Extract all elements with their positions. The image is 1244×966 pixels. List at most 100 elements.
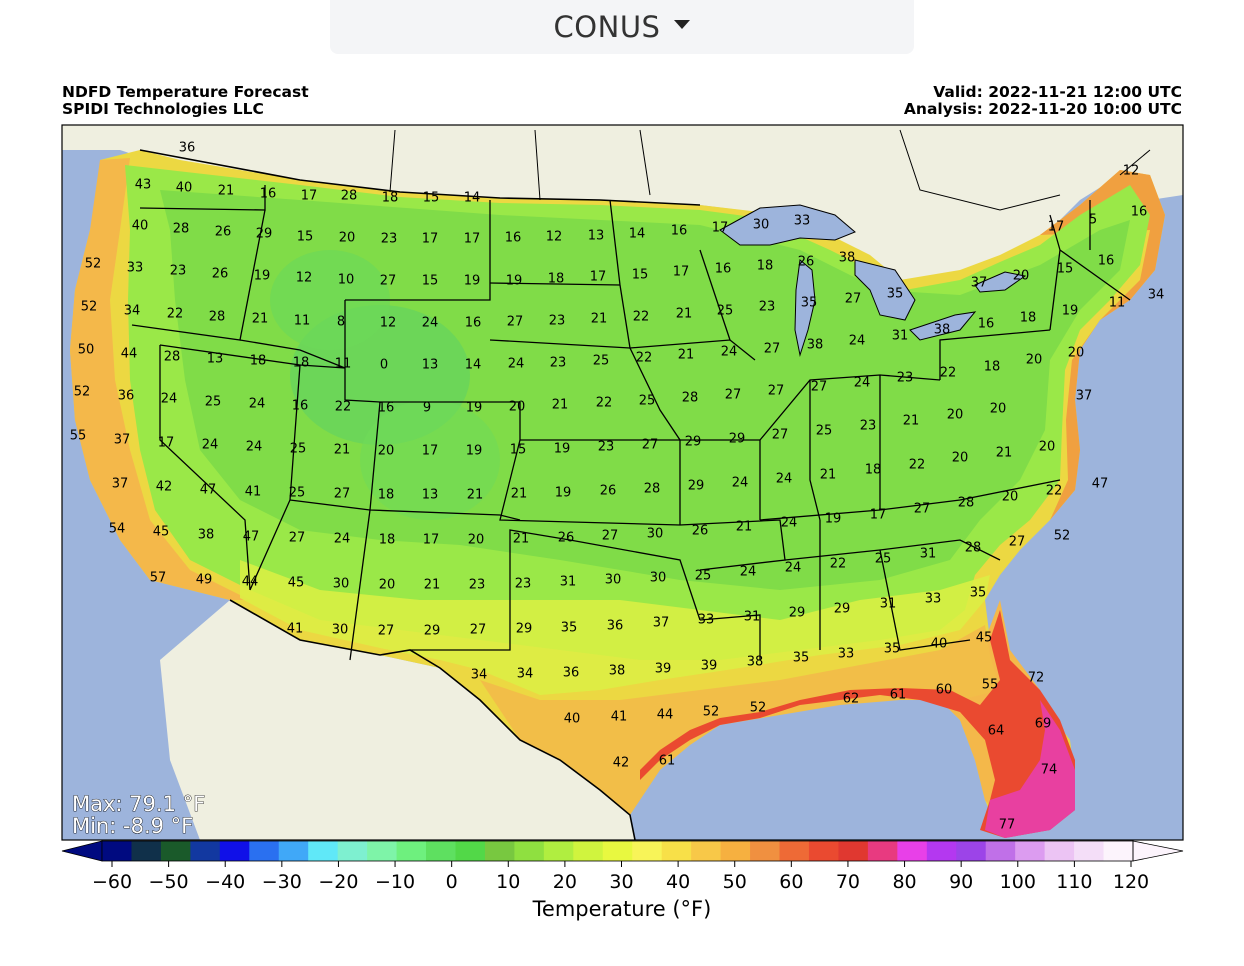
- temperature-label: 24: [785, 561, 802, 576]
- temperature-label: 21: [903, 414, 920, 429]
- temperature-label: 45: [976, 631, 993, 646]
- temperature-label: 77: [999, 818, 1016, 833]
- temperature-label: 20: [947, 408, 964, 423]
- temperature-label: 27: [380, 274, 397, 289]
- temperature-label: 45: [288, 576, 305, 591]
- temperature-label: 21: [996, 446, 1013, 461]
- colorbar-tick-label: −20: [318, 871, 358, 893]
- colorbar-tick-label: −10: [375, 871, 415, 893]
- temperature-label: 27: [642, 438, 659, 453]
- colorbar-tick-label: −60: [92, 871, 132, 893]
- temperature-label: 34: [1148, 288, 1165, 303]
- temperature-label: 39: [655, 662, 672, 677]
- map-source: SPIDI Technologies LLC: [62, 100, 264, 118]
- temperature-label: 24: [246, 440, 263, 455]
- temperature-label: 42: [156, 480, 173, 495]
- temperature-label: 24: [781, 516, 798, 531]
- temperature-label: 21: [513, 532, 530, 547]
- temperature-label: 11: [335, 357, 352, 372]
- temperature-label: 17: [301, 189, 318, 204]
- temperature-label: 21: [511, 487, 528, 502]
- colorbar-extend-low: [61, 840, 103, 862]
- colorbar-swatch: [573, 841, 604, 861]
- temperature-label: 18: [1020, 311, 1037, 326]
- temperature-label: 21: [591, 312, 608, 327]
- temperature-label: 52: [81, 300, 98, 315]
- temperature-label: 17: [673, 265, 690, 280]
- temperature-label: 25: [289, 486, 306, 501]
- temperature-label: 19: [555, 486, 572, 501]
- temperature-label: 20: [952, 451, 969, 466]
- temperature-label: 31: [920, 547, 937, 562]
- temperature-label: 37: [112, 477, 129, 492]
- colorbar-tick-label: 90: [949, 871, 973, 893]
- colorbar-swatch: [514, 841, 545, 861]
- temperature-label: 25: [717, 304, 734, 319]
- temperature-label: 16: [465, 316, 482, 331]
- temperature-label: 17: [158, 436, 175, 451]
- temperature-label: 15: [297, 230, 314, 245]
- temperature-label: 27: [289, 531, 306, 546]
- region-selector[interactable]: CONUS: [330, 0, 914, 54]
- colorbar-swatch: [838, 841, 869, 861]
- temperature-label: 13: [422, 488, 439, 503]
- colorbar-tick-label: 10: [496, 871, 520, 893]
- temperature-label: 38: [934, 323, 951, 338]
- temperature-label: 33: [794, 214, 811, 229]
- colorbar-tick-label: 70: [836, 871, 860, 893]
- colorbar-swatch: [219, 841, 250, 861]
- colorbar-swatch: [543, 841, 574, 861]
- temperature-label: 19: [254, 269, 271, 284]
- colorbar-swatch: [396, 841, 427, 861]
- temperature-label: 19: [466, 444, 483, 459]
- temperature-label: 17: [870, 508, 887, 523]
- temperature-label: 10: [338, 273, 355, 288]
- temperature-label: 34: [517, 667, 534, 682]
- temperature-label: 40: [176, 181, 193, 196]
- temperature-label: 22: [335, 400, 352, 415]
- temperature-label: 38: [839, 251, 856, 266]
- temperature-label: 17: [422, 232, 439, 247]
- temperature-label: 23: [897, 371, 914, 386]
- temperature-label: 44: [242, 575, 259, 590]
- temperature-label: 18: [865, 463, 882, 478]
- temperature-label: 5: [1089, 213, 1097, 228]
- temperature-label: 21: [820, 468, 837, 483]
- temperature-label: 23: [515, 577, 532, 592]
- temperature-label: 61: [659, 754, 676, 769]
- temperature-label: 62: [843, 692, 860, 707]
- temperature-label: 24: [854, 376, 871, 391]
- temperature-label: 41: [245, 485, 262, 500]
- temperature-label: 52: [750, 701, 767, 716]
- temperature-label: 9: [423, 401, 431, 416]
- temperature-label: 26: [692, 524, 709, 539]
- temperature-label: 31: [880, 597, 897, 612]
- temperature-label: 40: [931, 637, 948, 652]
- temperature-label: 16: [1131, 205, 1148, 220]
- colorbar-swatch: [1103, 841, 1134, 861]
- colorbar-tick-label: 40: [666, 871, 690, 893]
- canada-land: [62, 125, 1183, 285]
- analysis-time: Analysis: 2022-11-20 10:00 UTC: [903, 100, 1182, 118]
- temperature-label: 52: [1054, 529, 1071, 544]
- temperature-label: 52: [703, 705, 720, 720]
- temperature-label: 38: [807, 338, 824, 353]
- colorbar-swatch: [249, 841, 280, 861]
- lake-michigan: [794, 259, 816, 357]
- temperature-label: 13: [422, 358, 439, 373]
- temperature-label: 17: [1048, 220, 1065, 235]
- temperature-label: 69: [1035, 717, 1052, 732]
- temperature-label: 20: [468, 533, 485, 548]
- temperature-label: 21: [424, 578, 441, 593]
- temperature-label: 27: [602, 529, 619, 544]
- temperature-label: 33: [698, 613, 715, 628]
- temperature-label: 11: [1109, 296, 1126, 311]
- valid-time: Valid: 2022-11-21 12:00 UTC: [933, 83, 1182, 101]
- colorbar-tick-label: 80: [892, 871, 916, 893]
- temperature-label: 24: [740, 565, 757, 580]
- colorbar-tick-label: 110: [1056, 871, 1092, 893]
- temperature-label: 37: [1076, 389, 1093, 404]
- temperature-label: 21: [467, 488, 484, 503]
- temperature-label: 22: [633, 310, 650, 325]
- temperature-label: 16: [378, 401, 395, 416]
